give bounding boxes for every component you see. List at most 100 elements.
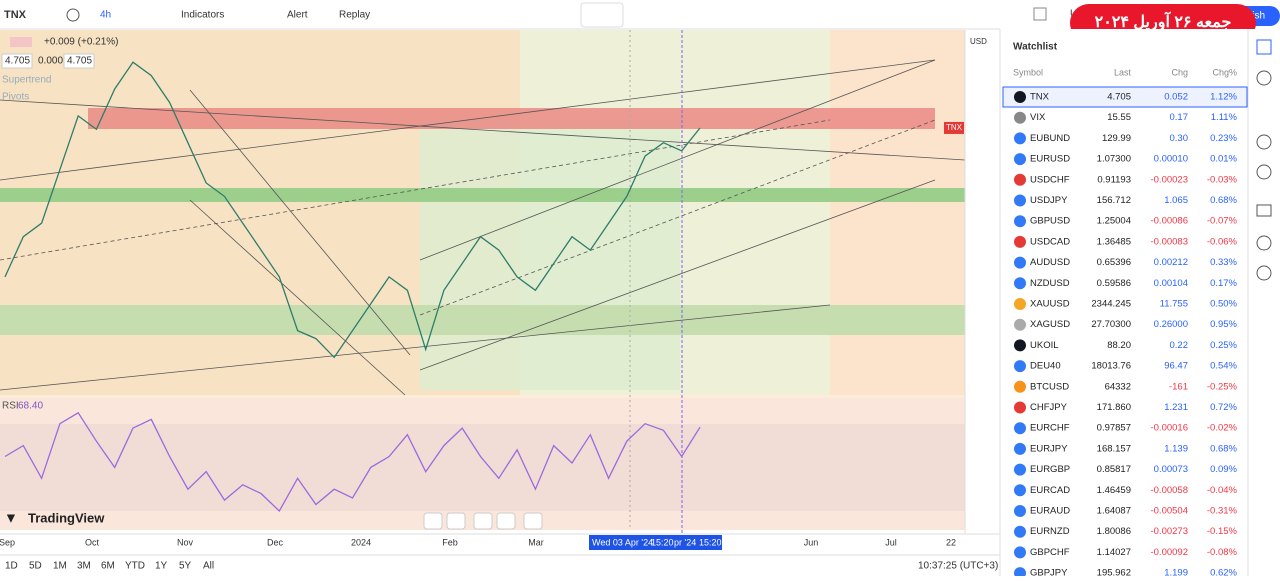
x-tick-label: Feb: [442, 537, 458, 547]
change-percent: 0.50%: [1210, 299, 1237, 310]
symbol[interactable]: BTCUSD: [1030, 381, 1069, 392]
ask: 4.705: [67, 56, 92, 67]
last: 1.80086: [1097, 526, 1131, 537]
symbol[interactable]: EURGBP: [1030, 464, 1070, 475]
last: 1.64087: [1097, 506, 1131, 517]
change-percent: -0.31%: [1207, 506, 1238, 517]
symbol-icon: [1014, 525, 1026, 538]
range-button[interactable]: 1M: [53, 561, 67, 572]
sidebar: [1256, 39, 1272, 281]
change-percent: 0.95%: [1210, 319, 1237, 330]
change: 0.00104: [1154, 278, 1188, 289]
x-tick-label: Jun: [804, 537, 819, 547]
range-button[interactable]: YTD: [125, 561, 145, 572]
symbol[interactable]: USDCAD: [1030, 236, 1070, 247]
change-percent: 0.68%: [1210, 195, 1237, 206]
range-button[interactable]: 6M: [101, 561, 115, 572]
symbol-search[interactable]: TNX: [4, 9, 27, 21]
range-button[interactable]: 1D: [5, 561, 18, 572]
alert-button[interactable]: Alert: [287, 10, 308, 21]
change-percent: 0.62%: [1210, 568, 1237, 576]
range-button[interactable]: All: [203, 561, 214, 572]
change: -161: [1169, 381, 1188, 392]
x-tick-label: Nov: [177, 537, 194, 547]
symbol-icon: [1014, 463, 1026, 476]
symbol[interactable]: UKOIL: [1030, 340, 1059, 351]
symbol[interactable]: EUBUND: [1030, 133, 1070, 144]
symbol[interactable]: EURNZD: [1030, 526, 1070, 537]
change: -0.00058: [1150, 485, 1188, 496]
selected-row: [1002, 86, 1248, 108]
x-tick-label: Jul: [885, 537, 897, 547]
symbol[interactable]: NZDUSD: [1030, 278, 1070, 289]
change: 0.00010: [1154, 154, 1188, 165]
last: 1.36485: [1097, 236, 1131, 247]
symbol[interactable]: EURCAD: [1030, 485, 1070, 496]
change-percent: -0.25%: [1207, 381, 1238, 392]
bid: 4.705: [5, 56, 30, 67]
replay-button[interactable]: Replay: [339, 10, 370, 21]
watchlist-title[interactable]: Watchlist: [1013, 42, 1058, 53]
change: -0.00016: [1150, 423, 1188, 434]
symbol[interactable]: EURUSD: [1030, 154, 1070, 165]
publish-label[interactable]: lish: [1250, 11, 1265, 22]
symbol[interactable]: EURJPY: [1030, 443, 1068, 454]
change: -0.00504: [1150, 506, 1188, 517]
last: 2344.245: [1091, 299, 1131, 310]
x-tick-label: 2024: [351, 537, 371, 547]
change-percent: 0.23%: [1210, 133, 1237, 144]
symbol[interactable]: VIX: [1030, 112, 1046, 123]
symbol-icon: [1014, 422, 1026, 435]
change-percent: 0.09%: [1210, 464, 1237, 475]
symbol[interactable]: EURCHF: [1030, 423, 1070, 434]
symbol[interactable]: XAUUSD: [1030, 299, 1070, 310]
symbol[interactable]: XAGUSD: [1030, 319, 1070, 330]
symbol[interactable]: AUDUSD: [1030, 257, 1070, 268]
symbol[interactable]: GBPJPY: [1030, 568, 1068, 579]
symbol[interactable]: DEU40: [1030, 361, 1061, 372]
change-percent: -0.06%: [1207, 236, 1238, 247]
symbol[interactable]: GBPUSD: [1030, 216, 1070, 227]
range-button[interactable]: 5Y: [179, 561, 192, 572]
symbol[interactable]: USDCHF: [1030, 174, 1070, 185]
resistance-zone: [88, 108, 935, 129]
last: 4.705: [1107, 92, 1131, 103]
column-header: Chg: [1171, 67, 1188, 77]
indicators-button[interactable]: Indicators: [181, 10, 224, 21]
cursor-date: pr '24: [674, 537, 696, 547]
last: 171.860: [1097, 402, 1131, 413]
symbol-icon: [1014, 173, 1026, 186]
watchlist: [1000, 29, 1280, 576]
interval[interactable]: 4h: [100, 10, 111, 21]
last: 195.962: [1097, 568, 1131, 576]
symbol[interactable]: TNX: [1030, 92, 1050, 103]
last-price-tag: [944, 121, 964, 134]
change-percent: -0.02%: [1207, 423, 1238, 434]
symbol[interactable]: EURAUD: [1030, 506, 1070, 517]
symbol[interactable]: GBPCHF: [1030, 547, 1070, 558]
change: -0.00083: [1150, 236, 1188, 247]
symbol[interactable]: USDJPY: [1030, 195, 1068, 206]
rsi-value: 68.40: [18, 401, 43, 412]
symbol[interactable]: CHFJPY: [1030, 402, 1068, 413]
range-button[interactable]: 5D: [29, 561, 42, 572]
zoom-controls[interactable]: [423, 512, 543, 530]
change-percent: -0.08%: [1207, 547, 1238, 558]
x-tick-label: Mar: [528, 537, 544, 547]
change-percent: 0.68%: [1210, 443, 1237, 454]
range-button[interactable]: 1Y: [155, 561, 168, 572]
range-button[interactable]: 3M: [77, 561, 91, 572]
symbol-icon: [1014, 484, 1026, 497]
toolbar: [0, 0, 1280, 29]
indicator-name: Pivots: [2, 92, 29, 103]
symbol-icon: [1014, 401, 1026, 414]
symbol-icon: [1014, 442, 1026, 455]
add-symbol[interactable]: [66, 8, 80, 22]
symbol-icon: [1014, 546, 1026, 559]
change-percent: -0.07%: [1207, 216, 1238, 227]
price-change: +0.009 (+0.21%): [44, 37, 119, 48]
symbol-icon: [1014, 215, 1026, 228]
symbol-icon: [1014, 505, 1026, 517]
change-percent: -0.04%: [1207, 485, 1238, 496]
